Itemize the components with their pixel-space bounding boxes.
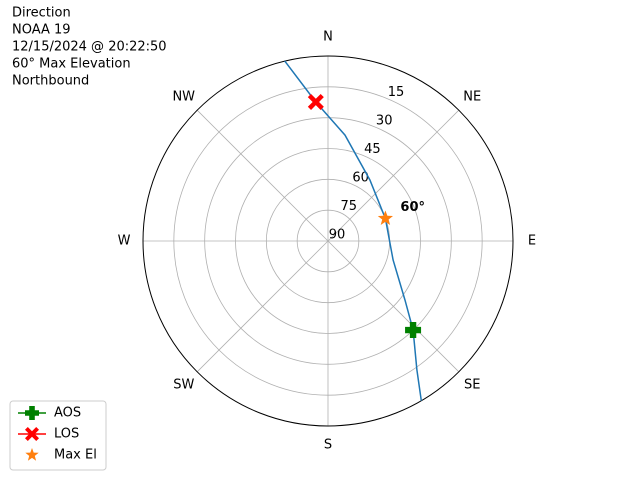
grid-ring bbox=[173, 86, 483, 396]
theta-tick-label: NW bbox=[172, 89, 195, 104]
data-label: 60° bbox=[400, 200, 425, 215]
title-line: Direction bbox=[12, 6, 71, 21]
grid-ring bbox=[204, 117, 452, 365]
marker bbox=[307, 93, 324, 110]
theta-tick-label: SE bbox=[464, 378, 480, 393]
r-tick-label: 45 bbox=[364, 142, 381, 157]
grid-ring bbox=[296, 209, 360, 273]
track-line bbox=[284, 60, 423, 401]
marker bbox=[25, 427, 39, 441]
theta-tick-label: E bbox=[528, 234, 536, 249]
marker bbox=[377, 210, 393, 225]
title-line: Northbound bbox=[12, 74, 89, 89]
r-tick-label: 30 bbox=[376, 114, 393, 129]
marker bbox=[25, 406, 39, 420]
theta-tick-label: S bbox=[324, 438, 332, 453]
polar-frame bbox=[142, 55, 514, 427]
title-line: 12/15/2024 @ 20:22:50 bbox=[12, 40, 167, 55]
title-line: 60° Max Elevation bbox=[12, 57, 131, 72]
legend: AOS LOS Max El bbox=[9, 400, 107, 471]
legend-label: AOS bbox=[54, 406, 81, 421]
legend-label: Max El bbox=[54, 448, 97, 463]
marker bbox=[25, 448, 39, 461]
r-tick-label: 60 bbox=[352, 171, 369, 186]
theta-tick-label: SW bbox=[173, 378, 194, 393]
legend-label: LOS bbox=[54, 427, 79, 442]
grid-ring bbox=[235, 148, 421, 334]
marker bbox=[405, 322, 422, 339]
theta-tick-label: W bbox=[118, 234, 131, 249]
r-tick-label: 90 bbox=[329, 228, 346, 243]
theta-tick-label: NE bbox=[463, 89, 481, 104]
title-line: NOAA 19 bbox=[12, 23, 71, 38]
r-tick-label: 75 bbox=[341, 199, 358, 214]
r-tick-label: 15 bbox=[388, 85, 405, 100]
theta-tick-label: N bbox=[323, 30, 333, 45]
